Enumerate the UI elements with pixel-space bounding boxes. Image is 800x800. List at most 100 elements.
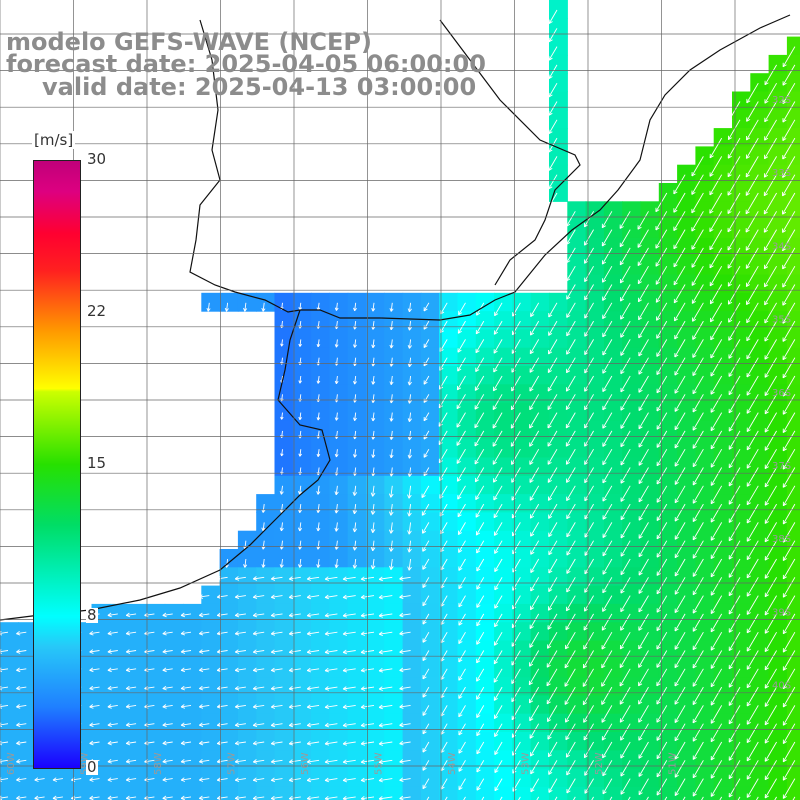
wind-cell bbox=[603, 622, 623, 642]
longitude-labels: 60W 59W 58W 57W 56W 55W 54W 53W 52W 51W bbox=[6, 752, 679, 775]
wind-arrow bbox=[566, 211, 576, 227]
wind-arrow bbox=[125, 777, 137, 782]
wind-arrow bbox=[764, 64, 777, 86]
wind-arrow bbox=[306, 741, 320, 746]
wind-cell bbox=[585, 274, 605, 294]
wind-cell bbox=[292, 402, 312, 422]
wind-arrow bbox=[352, 485, 358, 496]
wind-arrow bbox=[530, 760, 540, 775]
wind-arrow bbox=[727, 137, 741, 159]
wind-arrow bbox=[601, 723, 613, 741]
wind-cell bbox=[366, 750, 385, 770]
wind-cell bbox=[713, 128, 733, 147]
wind-arrow bbox=[334, 412, 339, 421]
wind-arrow bbox=[297, 558, 303, 568]
wind-cell bbox=[530, 475, 550, 495]
wind-arrow bbox=[566, 247, 576, 264]
wind-arrow bbox=[764, 448, 777, 469]
wind-cell bbox=[274, 292, 294, 312]
wind-arrow bbox=[746, 394, 759, 414]
wind-arrow bbox=[371, 449, 376, 458]
wind-cell bbox=[677, 713, 696, 733]
wind-arrow bbox=[692, 375, 704, 395]
wind-cell bbox=[713, 713, 733, 733]
wind-cell bbox=[786, 695, 800, 715]
wind-cell bbox=[329, 695, 349, 715]
wind-cell bbox=[658, 183, 678, 202]
wind-arrow bbox=[270, 667, 283, 673]
wind-arrow bbox=[601, 229, 613, 247]
wind-cell bbox=[457, 677, 477, 696]
wind-cell bbox=[677, 201, 696, 221]
wind-arrow bbox=[529, 339, 540, 355]
wind-arrow bbox=[566, 760, 576, 776]
wind-arrow bbox=[261, 558, 266, 568]
wind-cell bbox=[311, 457, 330, 477]
wind-arrow bbox=[764, 119, 777, 141]
wind-arrow bbox=[548, 156, 558, 171]
wind-arrow bbox=[673, 229, 686, 250]
wind-cell bbox=[384, 768, 404, 788]
wind-arrow bbox=[306, 594, 320, 600]
wind-arrow bbox=[234, 722, 246, 728]
wind-cell bbox=[732, 91, 751, 111]
wind-cell bbox=[677, 292, 696, 312]
wind-arrow bbox=[566, 265, 576, 282]
wind-cell bbox=[109, 768, 129, 788]
wind-arrow bbox=[782, 137, 796, 160]
wind-arrow bbox=[342, 741, 356, 746]
wind-cell bbox=[457, 786, 477, 800]
wind-arrow bbox=[710, 302, 723, 323]
wind-arrow bbox=[764, 778, 777, 799]
wind-arrow bbox=[199, 777, 210, 782]
wind-arrow bbox=[637, 284, 649, 303]
wind-arrow bbox=[399, 649, 411, 654]
wind-arrow bbox=[180, 630, 192, 636]
wind-cell bbox=[512, 658, 532, 678]
wind-cell bbox=[420, 585, 440, 605]
wind-arrow bbox=[782, 46, 796, 68]
wind-cell bbox=[732, 366, 751, 385]
wind-cell bbox=[512, 786, 532, 800]
wind-arrow bbox=[378, 649, 393, 655]
wind-cell bbox=[658, 402, 678, 422]
wind-cell bbox=[402, 786, 422, 800]
wind-cell bbox=[384, 750, 404, 770]
wind-arrow bbox=[456, 394, 466, 410]
wind-arrow bbox=[494, 302, 503, 317]
wind-cell bbox=[713, 439, 733, 459]
wind-arrow bbox=[288, 686, 301, 691]
wind-arrow bbox=[602, 778, 613, 795]
wind-arrow bbox=[399, 612, 411, 618]
wind-cell bbox=[658, 475, 678, 495]
wind-arrow bbox=[16, 649, 27, 654]
wind-arrow bbox=[583, 723, 594, 741]
wind-cell bbox=[18, 677, 38, 696]
wind-arrow bbox=[638, 686, 649, 705]
wind-cell bbox=[713, 640, 733, 660]
wind-arrow bbox=[298, 339, 302, 347]
wind-cell bbox=[677, 732, 696, 751]
wind-cell bbox=[549, 146, 568, 166]
wind-cell bbox=[402, 658, 422, 678]
wind-cell bbox=[494, 494, 513, 513]
wind-arrow bbox=[389, 449, 394, 459]
wind-cell bbox=[695, 695, 715, 715]
wind-arrow bbox=[674, 503, 686, 522]
wind-arrow bbox=[619, 229, 631, 248]
wind-arrow bbox=[638, 375, 649, 393]
wind-cell bbox=[366, 347, 385, 367]
wind-cell bbox=[109, 677, 129, 696]
wind-cell bbox=[768, 420, 788, 440]
wind-arrow bbox=[674, 613, 686, 632]
wind-cell bbox=[311, 366, 330, 385]
wind-arrow bbox=[637, 229, 649, 248]
wind-cell bbox=[420, 402, 440, 422]
wind-arrow bbox=[456, 375, 466, 391]
wind-arrow bbox=[691, 156, 704, 177]
wind-cell bbox=[256, 603, 276, 623]
wind-cell bbox=[512, 512, 532, 532]
wind-cell bbox=[732, 183, 751, 202]
wind-arrow bbox=[342, 777, 356, 783]
wind-cell bbox=[219, 786, 239, 800]
